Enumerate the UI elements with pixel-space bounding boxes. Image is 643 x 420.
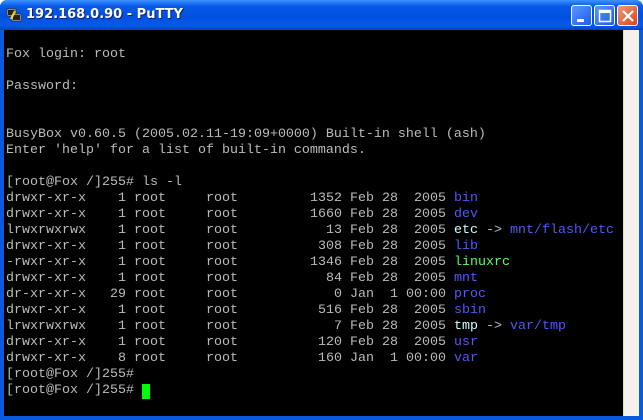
link-count: 1 xyxy=(118,239,126,254)
banner-line: Enter 'help' for a list of built-in comm… xyxy=(6,143,366,158)
file-name: bin xyxy=(454,191,478,206)
file-size: 1352 xyxy=(310,191,342,206)
link-count: 1 xyxy=(118,335,126,350)
file-size: 13 xyxy=(326,223,342,238)
file-owner: root xyxy=(134,255,166,270)
file-group: root xyxy=(206,271,238,286)
link-count: 1 xyxy=(118,191,126,206)
file-group: root xyxy=(206,335,238,350)
file-date: Feb 28 2005 xyxy=(350,239,446,254)
file-owner: root xyxy=(134,207,166,222)
file-group: root xyxy=(206,319,238,334)
file-size: 7 xyxy=(334,319,342,334)
file-size: 160 xyxy=(318,351,342,366)
file-mode: dr-xr-xr-x xyxy=(6,287,86,302)
cursor xyxy=(142,384,150,399)
title-bar: 192.168.0.90 - PuTTY xyxy=(0,0,643,30)
close-button[interactable] xyxy=(617,5,638,26)
file-group: root xyxy=(206,207,238,222)
banner-line: BusyBox v0.60.5 (2005.02.11-19:09+0000) … xyxy=(6,127,486,142)
command-line: [root@Fox /]255# ls -l xyxy=(6,175,182,190)
file-mode: drwxr-xr-x xyxy=(6,191,86,206)
file-date: Feb 28 2005 xyxy=(350,271,446,286)
file-group: root xyxy=(206,287,238,302)
file-mode: drwxr-xr-x xyxy=(6,351,86,366)
file-owner: root xyxy=(134,287,166,302)
file-owner: root xyxy=(134,335,166,350)
file-mode: lrwxrwxrwx xyxy=(6,223,86,238)
link-target: mnt/flash/etc xyxy=(510,223,614,238)
file-owner: root xyxy=(134,271,166,286)
file-date: Jan 1 00:00 xyxy=(350,287,446,302)
file-date: Jan 1 00:00 xyxy=(350,351,446,366)
file-group: root xyxy=(206,223,238,238)
file-size: 1660 xyxy=(310,207,342,222)
link-arrow: -> xyxy=(486,319,502,334)
file-owner: root xyxy=(134,191,166,206)
file-group: root xyxy=(206,255,238,270)
link-count: 1 xyxy=(118,303,126,318)
link-count: 29 xyxy=(110,287,126,302)
prompt-line: [root@Fox /]255# xyxy=(6,367,134,382)
link-arrow: -> xyxy=(486,223,502,238)
terminal[interactable]: Fox login: root Password: BusyBox v0.60.5 … xyxy=(4,30,623,416)
minimize-button[interactable] xyxy=(571,5,592,26)
file-mode: drwxr-xr-x xyxy=(6,207,86,222)
file-group: root xyxy=(206,239,238,254)
window-title: 192.168.0.90 - PuTTY xyxy=(26,7,183,22)
file-name: linuxrc xyxy=(454,255,510,270)
file-date: Feb 28 2005 xyxy=(350,335,446,350)
file-mode: drwxr-xr-x xyxy=(6,335,86,350)
file-name: sbin xyxy=(454,303,486,318)
link-count: 1 xyxy=(118,319,126,334)
file-date: Feb 28 2005 xyxy=(350,191,446,206)
file-group: root xyxy=(206,303,238,318)
file-size: 308 xyxy=(318,239,342,254)
file-owner: root xyxy=(134,319,166,334)
file-date: Feb 28 2005 xyxy=(350,303,446,318)
file-name: tmp xyxy=(454,319,478,334)
scrollbar[interactable] xyxy=(623,30,639,416)
login-line: Fox login: root xyxy=(6,47,126,62)
file-name: lib xyxy=(454,239,478,254)
file-name: dev xyxy=(454,207,478,222)
file-group: root xyxy=(206,351,238,366)
file-name: var xyxy=(454,351,478,366)
maximize-button[interactable] xyxy=(594,5,615,26)
file-mode: -rwxr-xr-x xyxy=(6,255,86,270)
file-size: 516 xyxy=(318,303,342,318)
link-count: 1 xyxy=(118,207,126,222)
file-mode: lrwxrwxrwx xyxy=(6,319,86,334)
file-name: usr xyxy=(454,335,478,350)
file-owner: root xyxy=(134,239,166,254)
file-size: 0 xyxy=(334,287,342,302)
link-count: 1 xyxy=(118,223,126,238)
link-target: var/tmp xyxy=(510,319,566,334)
prompt-line: [root@Fox /]255# xyxy=(6,383,134,398)
app-icon xyxy=(6,8,22,22)
link-count: 1 xyxy=(118,255,126,270)
file-name: proc xyxy=(454,287,486,302)
file-size: 84 xyxy=(326,271,342,286)
file-date: Feb 28 2005 xyxy=(350,319,446,334)
file-date: Feb 28 2005 xyxy=(350,223,446,238)
file-name: etc xyxy=(454,223,478,238)
link-count: 1 xyxy=(118,271,126,286)
file-owner: root xyxy=(134,303,166,318)
file-mode: drwxr-xr-x xyxy=(6,303,86,318)
password-line: Password: xyxy=(6,79,78,94)
file-mode: drwxr-xr-x xyxy=(6,271,86,286)
file-size: 1346 xyxy=(310,255,342,270)
file-owner: root xyxy=(134,223,166,238)
file-owner: root xyxy=(134,351,166,366)
file-mode: drwxr-xr-x xyxy=(6,239,86,254)
file-group: root xyxy=(206,191,238,206)
link-count: 8 xyxy=(118,351,126,366)
file-name: mnt xyxy=(454,271,478,286)
file-size: 120 xyxy=(318,335,342,350)
file-date: Feb 28 2005 xyxy=(350,207,446,222)
file-date: Feb 28 2005 xyxy=(350,255,446,270)
